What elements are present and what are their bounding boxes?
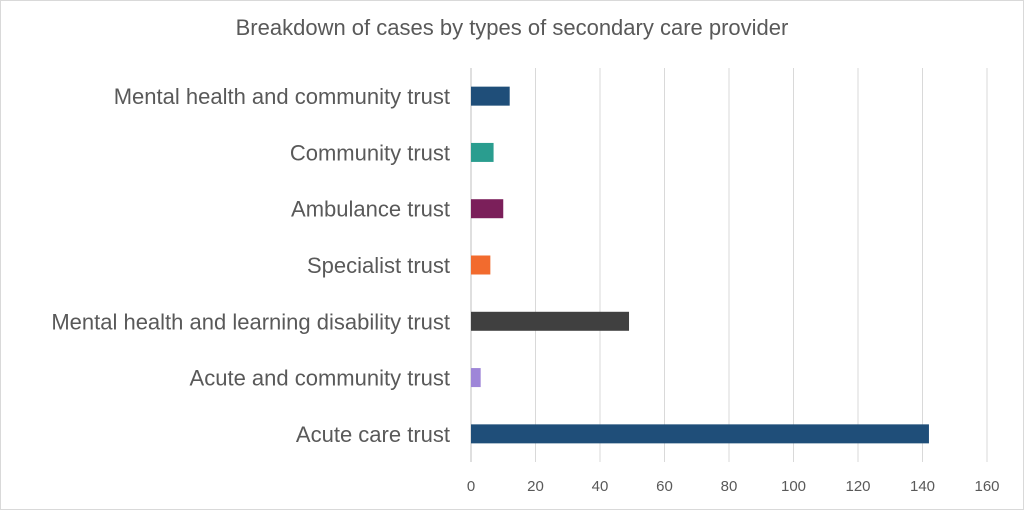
bar xyxy=(471,86,510,106)
x-tick-label: 20 xyxy=(527,478,544,495)
category-label: Mental health and learning disability tr… xyxy=(51,309,450,334)
x-tick-label: 80 xyxy=(721,478,738,495)
bars xyxy=(471,86,929,444)
x-tick-label: 60 xyxy=(656,478,673,495)
category-label: Ambulance trust xyxy=(291,197,450,222)
x-tick-label: 40 xyxy=(592,478,609,495)
category-label: Acute care trust xyxy=(296,422,450,447)
x-tick-label: 120 xyxy=(845,478,870,495)
category-labels: Mental health and community trust Communi… xyxy=(51,84,450,447)
bar xyxy=(471,311,630,331)
grid-lines xyxy=(470,68,988,462)
bar xyxy=(471,255,491,275)
x-tick-label: 100 xyxy=(781,478,806,495)
category-label: Specialist trust xyxy=(307,253,450,278)
x-tick-label: 0 xyxy=(467,478,475,495)
bar xyxy=(471,368,481,388)
x-tick-label: 140 xyxy=(910,478,935,495)
category-label: Acute and community trust xyxy=(190,366,450,391)
category-label: Community trust xyxy=(290,140,450,165)
bar xyxy=(471,142,494,162)
category-label: Mental health and community trust xyxy=(114,84,450,109)
x-tick-label: 160 xyxy=(974,478,999,495)
bar xyxy=(471,199,504,219)
bar xyxy=(471,424,929,444)
x-tick-labels: 0 20 40 60 80 100 120 140 160 xyxy=(467,478,1000,495)
chart-title: Breakdown of cases by types of secondary… xyxy=(235,15,789,40)
